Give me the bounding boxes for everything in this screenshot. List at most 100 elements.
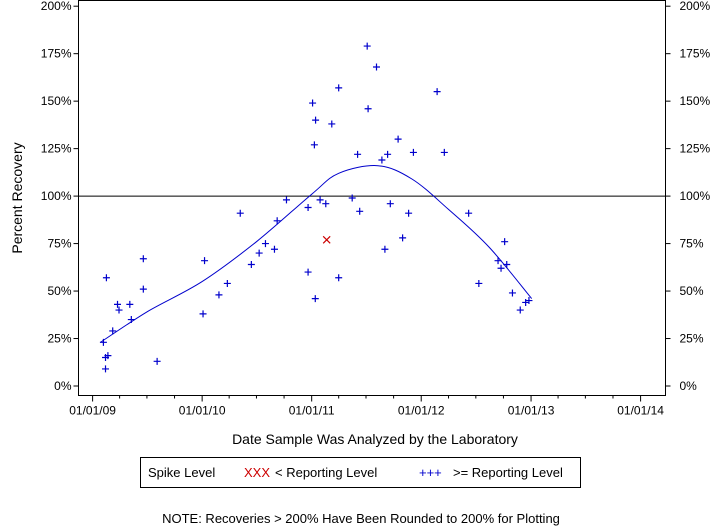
- data-point-plus: [304, 203, 312, 211]
- data-point-plus: [497, 264, 505, 272]
- data-point-plus: [201, 257, 209, 265]
- data-point-plus: [261, 240, 269, 248]
- data-point-plus: [501, 238, 509, 246]
- y-tick-label-right: 75%: [680, 237, 704, 251]
- trend-line: [100, 165, 533, 343]
- x-tick-label: 01/01/10: [179, 404, 226, 418]
- data-point-plus: [503, 260, 511, 268]
- legend-label-below-reporting: < Reporting Level: [275, 465, 377, 480]
- data-point-plus: [354, 150, 362, 158]
- data-point-plus: [153, 357, 161, 365]
- data-point-plus: [433, 88, 441, 96]
- data-point-plus: [335, 274, 343, 282]
- y-axis-title: Percent Recovery: [9, 142, 25, 253]
- legend-label-spike-level: Spike Level: [148, 465, 215, 480]
- data-point-plus: [282, 196, 290, 204]
- data-point-plus: [139, 255, 147, 263]
- legend: Spike Level XXX < Reporting Level +++ >=…: [140, 457, 581, 488]
- data-point-plus: [508, 289, 516, 297]
- data-point-plus: [335, 84, 343, 92]
- y-tick-label-right: 175%: [680, 47, 711, 61]
- data-point-plus: [348, 194, 356, 202]
- data-point-plus: [99, 338, 107, 346]
- data-point-plus: [378, 156, 386, 164]
- data-point-plus: [102, 365, 110, 373]
- y-tick-label-left: 100%: [41, 189, 72, 203]
- axes: 0% 0% 25% 25% 50% 50% 75% 75% 100% 100% 125% 125% 15…: [41, 0, 711, 418]
- data-point-plus: [273, 217, 281, 225]
- y-tick-label-left: 25%: [47, 332, 71, 346]
- y-tick-label-left: 0%: [54, 379, 72, 393]
- trend-line-group: [100, 165, 533, 343]
- data-point-plus: [475, 279, 483, 287]
- data-point-plus: [394, 135, 402, 143]
- x-tick-label: 01/01/12: [398, 404, 445, 418]
- data-point-plus: [139, 285, 147, 293]
- data-point-plus: [322, 200, 330, 208]
- data-point-plus: [126, 300, 134, 308]
- data-point-plus: [223, 279, 231, 287]
- x-tick-label: 01/01/11: [289, 404, 335, 418]
- rounding-note: NOTE: Recoveries > 200% Have Been Rounde…: [162, 511, 560, 526]
- legend-marker-below-reporting: XXX: [244, 465, 270, 480]
- data-point-plus: [363, 42, 371, 50]
- data-point-plus: [309, 99, 317, 107]
- data-point-plus: [386, 200, 394, 208]
- data-point-plus: [316, 196, 324, 204]
- data-point-plus: [409, 148, 417, 156]
- data-point-plus: [236, 209, 244, 217]
- data-point-plus: [311, 295, 319, 303]
- data-point-plus: [247, 260, 255, 268]
- y-tick-label-right: 200%: [680, 0, 711, 13]
- data-point-plus: [356, 207, 364, 215]
- data-point-plus: [115, 306, 123, 314]
- data-point-plus: [255, 249, 263, 257]
- plot-area: [78, 0, 666, 396]
- data-point-plus: [104, 352, 112, 360]
- legend-box: [140, 457, 581, 488]
- x-tick-label: 01/01/09: [69, 404, 116, 418]
- data-point-plus: [127, 316, 135, 324]
- data-point-plus: [304, 268, 312, 276]
- legend-marker-at-or-above-reporting: +++: [419, 465, 442, 480]
- y-tick-label-left: 50%: [47, 284, 71, 298]
- data-point-plus: [114, 300, 122, 308]
- plot-frame: [78, 0, 666, 396]
- data-point-plus: [384, 150, 392, 158]
- y-tick-label-left: 75%: [47, 237, 71, 251]
- y-tick-label-right: 125%: [680, 142, 711, 156]
- y-tick-label-right: 150%: [680, 94, 711, 108]
- y-tick-label-right: 25%: [680, 332, 704, 346]
- y-tick-label-left: 125%: [41, 142, 72, 156]
- data-point-plus: [405, 209, 413, 217]
- data-point-plus: [465, 209, 473, 217]
- data-point-plus: [109, 327, 117, 335]
- data-point-plus: [440, 148, 448, 156]
- data-point-x: [322, 235, 331, 244]
- data-point-plus: [102, 274, 110, 282]
- data-point-plus: [381, 245, 389, 253]
- data-points: [99, 42, 533, 373]
- data-point-plus: [312, 116, 320, 124]
- data-point-plus: [215, 291, 223, 299]
- y-tick-label-right: 0%: [680, 379, 698, 393]
- data-point-plus: [310, 141, 318, 149]
- data-point-plus: [373, 63, 381, 71]
- data-point-plus: [399, 234, 407, 242]
- x-tick-label: 01/01/14: [617, 404, 664, 418]
- legend-label-at-or-above-reporting: >= Reporting Level: [453, 465, 563, 480]
- x-tick-label: 01/01/13: [508, 404, 555, 418]
- data-point-plus: [494, 257, 502, 265]
- x-axis-title: Date Sample Was Analyzed by the Laborato…: [232, 431, 518, 447]
- y-tick-label-left: 200%: [41, 0, 72, 13]
- y-tick-label-left: 150%: [41, 94, 72, 108]
- data-point-plus: [270, 245, 278, 253]
- y-tick-label-right: 50%: [680, 284, 704, 298]
- data-point-plus: [328, 120, 336, 128]
- data-point-plus: [516, 306, 524, 314]
- data-point-plus: [525, 297, 533, 305]
- y-tick-label-left: 175%: [41, 47, 72, 61]
- data-point-plus: [364, 105, 372, 113]
- data-point-plus: [199, 310, 207, 318]
